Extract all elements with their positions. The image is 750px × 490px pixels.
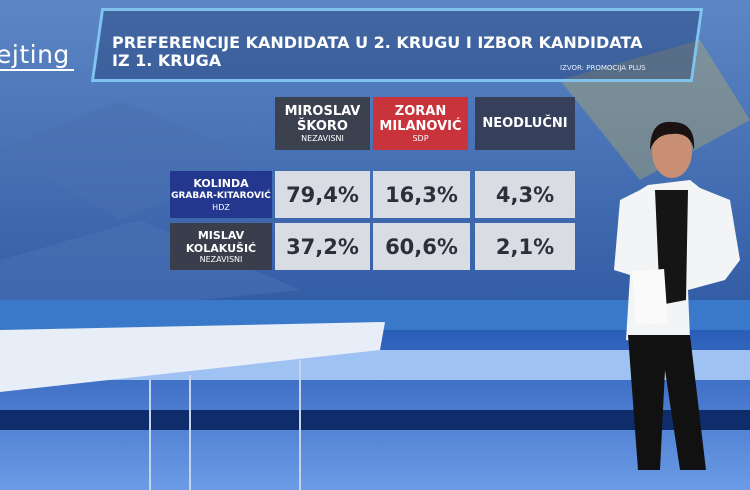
title-line: PREFERENCIJE KANDIDATA U 2. KRUGU I IZBO… bbox=[112, 33, 643, 52]
name-line: KOLAKUŠIĆ bbox=[185, 241, 257, 255]
cell: 37,2% bbox=[275, 223, 370, 270]
title-line: IZ 1. KRUGA bbox=[112, 51, 222, 70]
name-line: MILANOVIĆ bbox=[379, 118, 462, 134]
name-line: KOLINDA bbox=[193, 176, 249, 190]
name-line: ŠKORO bbox=[297, 118, 348, 134]
row-header: KOLINDA GRABAR-KITAROVIĆ HDZ bbox=[170, 171, 272, 218]
cell: 79,4% bbox=[275, 171, 370, 218]
name-line: MIROSLAV bbox=[284, 103, 361, 119]
cell: 16,3% bbox=[373, 171, 470, 218]
column-header: ZORAN MILANOVIĆ SDP bbox=[373, 97, 468, 150]
party: NEZAVISNI bbox=[301, 133, 344, 143]
title: PREFERENCIJE KANDIDATA U 2. KRUGU I IZBO… bbox=[112, 34, 642, 70]
cell: 60,6% bbox=[373, 223, 470, 270]
column-header: MIROSLAV ŠKORO NEZAVISNI bbox=[275, 97, 370, 150]
cell: 2,1% bbox=[475, 223, 575, 270]
name-line: GRABAR-KITAROVIĆ bbox=[171, 190, 271, 201]
cell: 4,3% bbox=[475, 171, 575, 218]
party: HDZ bbox=[212, 202, 230, 212]
name-line: NEODLUČNI bbox=[482, 116, 568, 131]
party: SDP bbox=[412, 133, 429, 143]
presenter bbox=[614, 121, 740, 470]
name-line: MISLAV bbox=[197, 228, 245, 242]
party: NEZAVISNI bbox=[199, 254, 243, 264]
name-line: ZORAN bbox=[394, 103, 447, 119]
logo: ejting bbox=[0, 40, 74, 71]
column-header: NEODLUČNI bbox=[475, 97, 575, 150]
source: IZVOR: PROMOCIJA PLUS bbox=[560, 64, 646, 72]
row-header: MISLAV KOLAKUŠIĆ NEZAVISNI bbox=[170, 223, 272, 270]
